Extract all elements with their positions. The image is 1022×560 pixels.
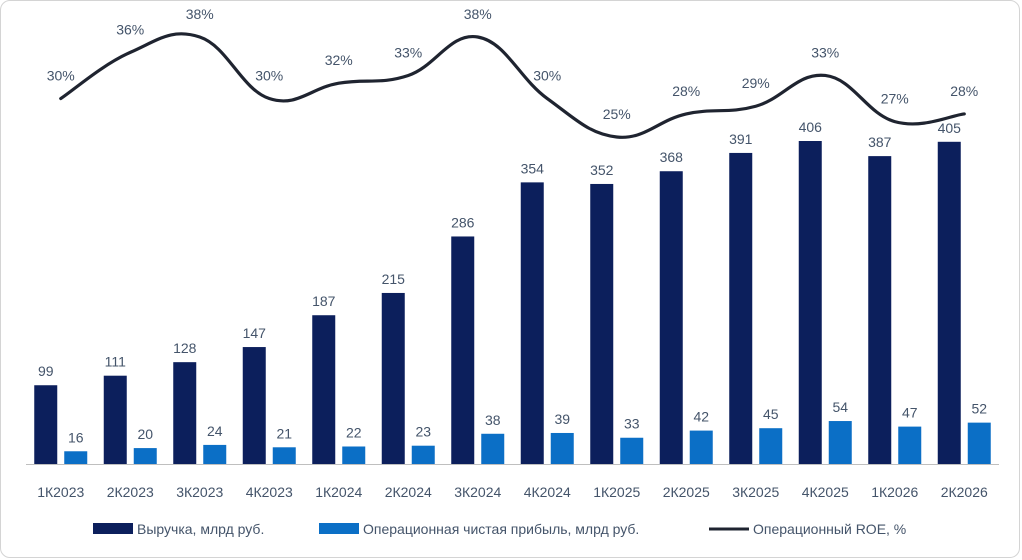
legend-swatch	[93, 523, 133, 534]
profit-bar	[203, 444, 227, 464]
revenue-bar-label: 111	[105, 354, 126, 370]
profit-bar-label: 42	[693, 409, 709, 425]
profit-bar-label: 23	[415, 424, 431, 440]
legend: Выручка, млрд руб. Операционная чистая пр…	[93, 521, 906, 537]
revenue-bar-label: 128	[173, 340, 197, 356]
revenue-bar	[937, 141, 961, 464]
legend-swatch	[319, 523, 359, 534]
profit-bar	[898, 426, 922, 464]
revenue-bar	[451, 236, 475, 464]
revenue-bar-label: 99	[38, 363, 54, 379]
roe-point-label: 28%	[672, 83, 700, 99]
x-axis: 1К2023 2К2023 3К2023 4К2023 1К2024 2К2024 3К20…	[26, 464, 999, 500]
x-tick-label: 3К2023	[176, 484, 223, 500]
revenue-bar-label: 387	[868, 134, 892, 150]
profit-bar-label: 33	[624, 416, 640, 432]
profit-bar	[828, 421, 852, 464]
revenue-bar	[312, 315, 336, 464]
x-tick-label: 4К2023	[246, 484, 293, 500]
profit-bar-label: 47	[902, 405, 918, 421]
profit-bar-label: 24	[207, 423, 223, 439]
x-tick-label: 4К2024	[524, 484, 571, 500]
revenue-bar-label: 405	[938, 120, 962, 136]
revenue-bar	[103, 375, 127, 464]
profit-bar-label: 38	[485, 412, 501, 428]
revenue-bar	[798, 141, 822, 464]
revenue-bar-label: 147	[243, 325, 267, 341]
revenue-bar-label: 406	[799, 119, 823, 135]
profit-bar-label: 20	[137, 426, 153, 442]
profit-bar-label: 54	[832, 399, 848, 415]
profit-bar-label: 21	[276, 425, 292, 441]
legend-label: Выручка, млрд руб.	[137, 521, 264, 537]
profit-bar	[272, 447, 296, 464]
roe-point-label: 28%	[950, 83, 978, 99]
roe-line-layer: 30% 36% 38% 30% 32% 33% 38% 30% 25% 28% 29% 33% 27% 2…	[47, 6, 978, 139]
profit-bar	[689, 430, 713, 464]
roe-line	[59, 32, 966, 139]
x-tick-label: 2К2025	[663, 484, 710, 500]
roe-point-label: 33%	[811, 44, 839, 60]
profit-bar	[342, 446, 366, 464]
revenue-bar-label: 354	[521, 160, 545, 176]
revenue-bar	[729, 152, 753, 464]
x-tick-label: 4К2025	[802, 484, 849, 500]
legend-label: Операционная чистая прибыль, млрд руб.	[363, 521, 639, 537]
roe-point-label: 30%	[47, 68, 75, 84]
profit-bar	[133, 448, 157, 464]
roe-point-label: 38%	[464, 6, 492, 22]
profit-bar	[967, 422, 991, 464]
profit-bar	[481, 433, 505, 464]
revenue-bar-label: 352	[590, 162, 614, 178]
x-tick-label: 1К2026	[871, 484, 918, 500]
profit-bar-label: 16	[68, 429, 84, 445]
profit-bar	[620, 437, 644, 464]
revenue-bar-label: 391	[729, 131, 753, 147]
revenue-bar	[868, 156, 892, 464]
revenue-bar-label: 286	[451, 214, 475, 230]
roe-point-label: 36%	[116, 21, 144, 37]
profit-bar	[64, 451, 88, 464]
profit-bar-label: 22	[346, 424, 362, 440]
profit-bar-label: 45	[763, 406, 779, 422]
x-tick-label: 1К2025	[593, 484, 640, 500]
legend-item-roe: Операционный ROE, %	[709, 521, 906, 537]
roe-point-label: 29%	[742, 75, 770, 91]
roe-point-label: 32%	[325, 52, 353, 68]
x-tick-label: 1К2023	[37, 484, 84, 500]
roe-point-label: 25%	[603, 106, 631, 122]
profit-bar	[411, 445, 435, 464]
roe-point-label: 33%	[394, 44, 422, 60]
revenue-bar-label: 215	[382, 271, 406, 287]
x-tick-label: 2К2023	[107, 484, 154, 500]
roe-point-label: 30%	[533, 68, 561, 84]
x-tick-label: 1К2024	[315, 484, 362, 500]
revenue-bar	[381, 292, 405, 464]
profit-bar-label: 39	[554, 411, 570, 427]
x-tick-label: 2К2026	[941, 484, 988, 500]
profit-bar-label: 52	[971, 401, 987, 417]
revenue-bar	[520, 182, 544, 465]
revenue-bar-label: 187	[312, 293, 336, 309]
revenue-bar	[242, 347, 266, 464]
profit-bar	[759, 428, 783, 464]
roe-point-label: 27%	[881, 91, 909, 107]
revenue-bar	[659, 171, 683, 465]
x-tick-label: 2К2024	[385, 484, 432, 500]
revenue-bar	[590, 183, 614, 465]
legend-item-revenue: Выручка, млрд руб.	[93, 521, 264, 537]
x-tick-label: 3К2024	[454, 484, 501, 500]
roe-point-label: 30%	[255, 68, 283, 84]
bars-layer: 99 16 111 20 128 24 147 21 187 22 215 23 286 38 354 39 3…	[34, 119, 991, 465]
legend-label: Операционный ROE, %	[753, 521, 906, 537]
revenue-bar	[173, 362, 197, 464]
revenue-bar	[34, 385, 58, 464]
roe-point-label: 38%	[186, 6, 214, 22]
profit-bar	[550, 432, 574, 464]
revenue-bar-label: 368	[660, 149, 684, 165]
x-tick-label: 3К2025	[732, 484, 779, 500]
legend-item-profit: Операционная чистая прибыль, млрд руб.	[319, 521, 639, 537]
